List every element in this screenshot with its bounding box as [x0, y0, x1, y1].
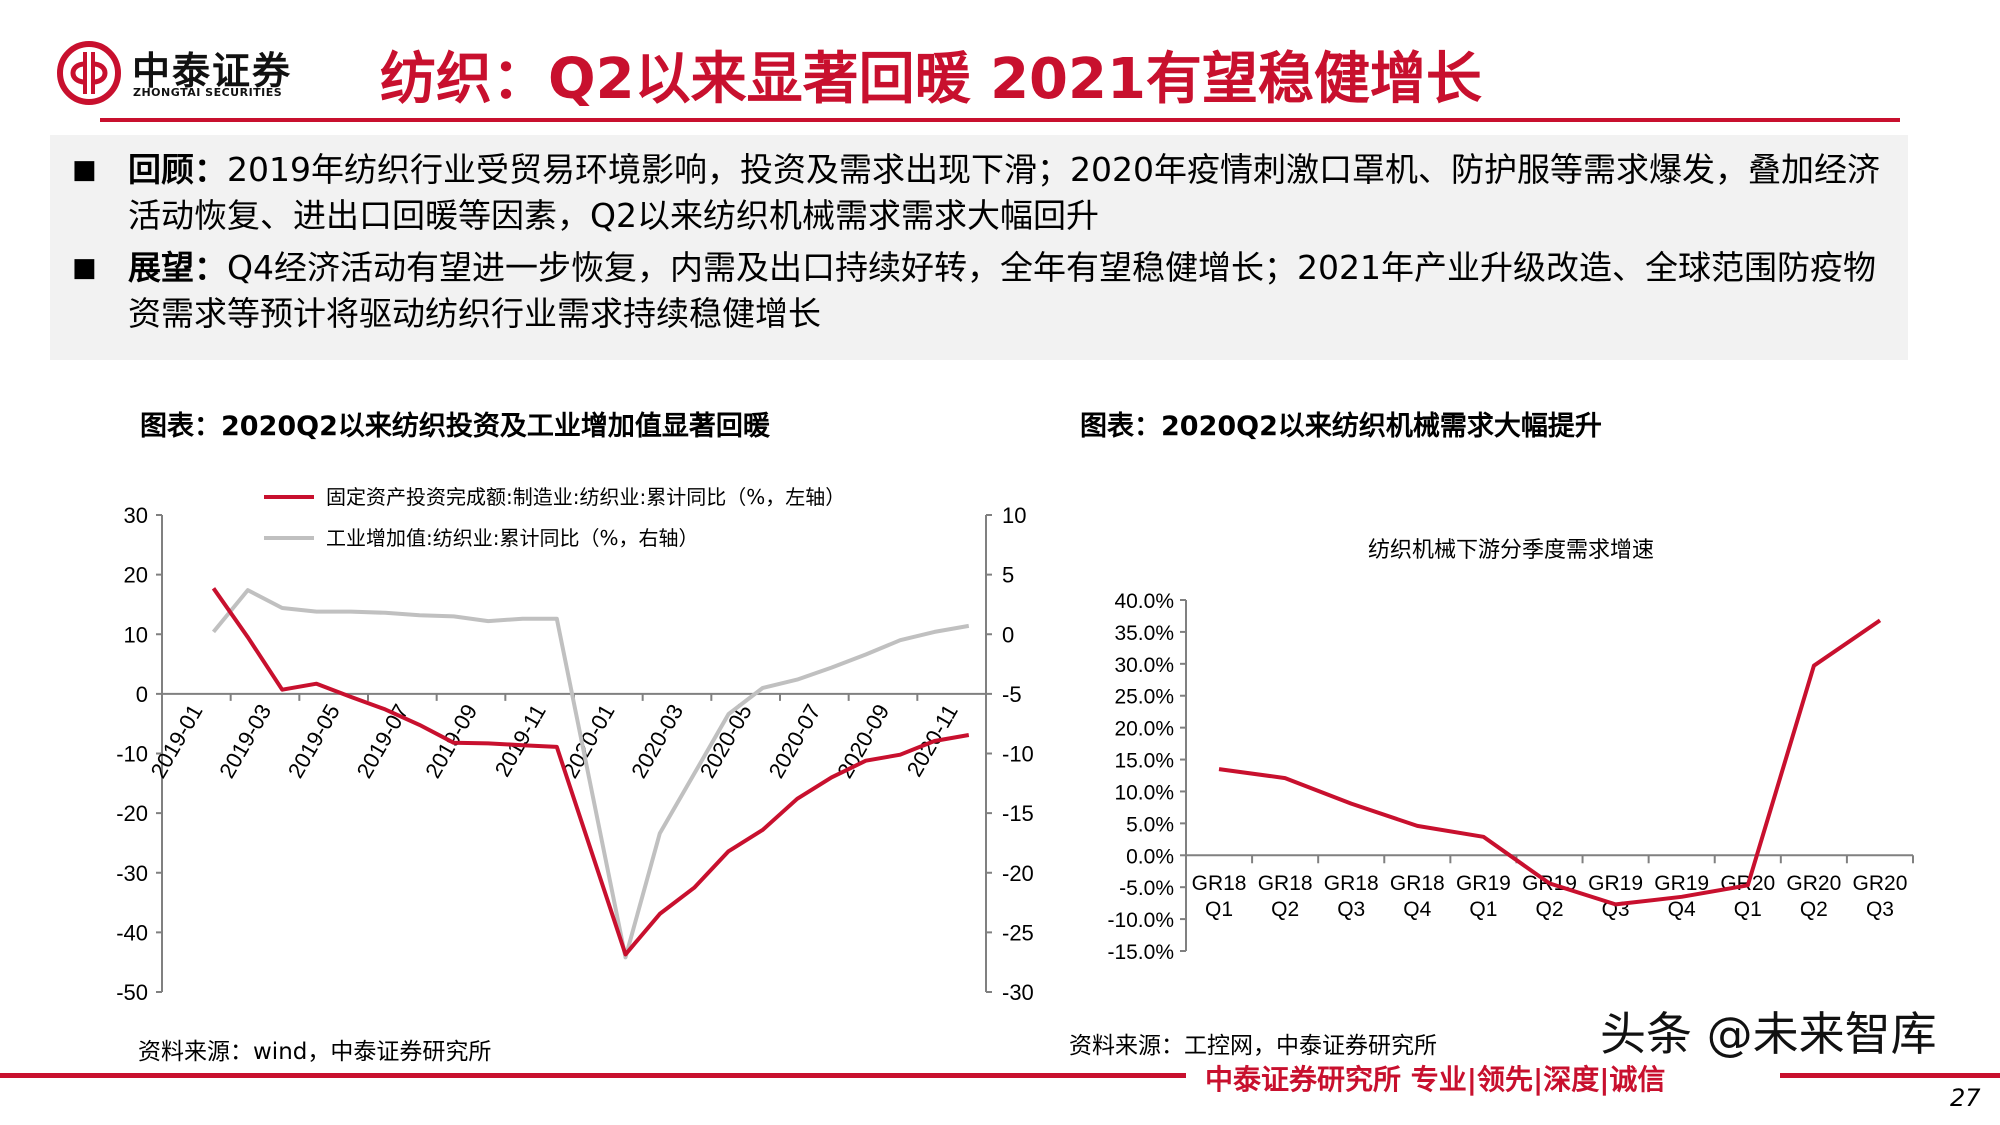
page-title: 纺织：Q2以来显著回暖 2021有望稳健增长: [380, 47, 1482, 112]
left-chart-title: 图表：2020Q2以来纺织投资及工业增加值显著回暖: [140, 411, 770, 442]
x-tick-label: GR20: [1786, 872, 1841, 895]
outlook-text: Q4经济活动有望进一步恢复，内需及出口持续好转，全年有望稳健增长；2021年产业…: [128, 248, 1876, 333]
x-tick-label: 2020-05: [695, 700, 757, 782]
y-tick-label: 15.0%: [1114, 750, 1174, 773]
y-tick-label: 30.0%: [1114, 654, 1174, 677]
summary-box: ■ 回顾：2019年纺织行业受贸易环境影响，投资及需求出现下滑；2020年疫情刺…: [50, 135, 1908, 360]
logo-text-en: ZHONGTAI SECURITIES: [133, 86, 283, 99]
y2-tick-label: 0: [1002, 622, 1014, 647]
x-tick-label: Q1: [1734, 898, 1762, 921]
right-chart-source: 资料来源：工控网，中泰证券研究所: [1069, 1033, 1437, 1059]
summary-review: ■ 回顾：2019年纺织行业受贸易环境影响，投资及需求出现下滑；2020年疫情刺…: [50, 147, 1888, 239]
y2-tick-label: -10: [1002, 742, 1034, 767]
x-tick-label: Q3: [1337, 898, 1365, 921]
y-tick-label: 35.0%: [1114, 622, 1174, 645]
series-line-right: [211, 588, 970, 960]
x-tick-label: 2019-11: [490, 700, 551, 781]
y-tick-label: 10.0%: [1114, 781, 1174, 804]
x-tick-label: Q2: [1800, 898, 1828, 921]
x-tick-label: GR20: [1853, 872, 1908, 895]
footer-slogan: 中泰证券研究所 专业|领先|深度|诚信: [1205, 1063, 1666, 1096]
y2-tick-label: -20: [1002, 861, 1034, 886]
y-tick-label: -10.0%: [1107, 909, 1174, 932]
logo-emblem-icon: [57, 41, 121, 105]
y-tick-label: -50: [116, 980, 148, 1005]
y-tick-label: 30: [124, 503, 148, 528]
legend-label: 工业增加值:纺织业:累计同比（%，右轴）: [326, 526, 698, 550]
y-tick-label: 0: [136, 682, 148, 707]
bullet-icon: ■: [72, 155, 97, 185]
y2-tick-label: -15: [1002, 801, 1034, 826]
page-number: 27: [1950, 1084, 1981, 1112]
review-text: 2019年纺织行业受贸易环境影响，投资及需求出现下滑；2020年疫情刺激口罩机、…: [128, 150, 1880, 235]
y-tick-label: 5.0%: [1126, 813, 1174, 836]
outlook-label: 展望：: [128, 248, 227, 287]
y-tick-label: 25.0%: [1114, 686, 1174, 709]
y2-tick-label: 10: [1002, 503, 1026, 528]
y-tick-label: -40: [116, 920, 148, 945]
right-chart-title: 图表：2020Q2以来纺织机械需求大幅提升: [1080, 411, 1602, 442]
y2-tick-label: 5: [1002, 563, 1014, 588]
review-label: 回顾：: [128, 150, 227, 189]
x-tick-label: GR18: [1192, 872, 1247, 895]
x-tick-label: 2019-07: [352, 700, 414, 782]
x-tick-label: Q2: [1535, 898, 1563, 921]
x-tick-label: 2019-03: [214, 700, 276, 782]
y-tick-label: 20.0%: [1114, 718, 1174, 741]
y-tick-label: -30: [116, 861, 148, 886]
x-tick-label: Q1: [1205, 898, 1233, 921]
series-line-left: [211, 587, 970, 957]
y2-tick-label: -25: [1002, 920, 1034, 945]
company-logo: [55, 38, 315, 108]
x-tick-label: 2019-05: [283, 700, 345, 782]
y2-tick-label: -30: [1002, 980, 1034, 1005]
title-divider: [100, 118, 1900, 122]
x-tick-label: Q1: [1469, 898, 1497, 921]
x-tick-label: GR19: [1588, 872, 1643, 895]
logo-text-cn: 中泰证券: [132, 49, 293, 93]
chart-title: 纺织机械下游分季度需求增速: [1368, 538, 1654, 563]
x-tick-label: 2020-03: [626, 700, 688, 782]
y-tick-label: -5.0%: [1119, 877, 1174, 900]
footer-rule-right: [1780, 1073, 2000, 1078]
y2-tick-label: -5: [1002, 682, 1022, 707]
x-tick-label: 2020-09: [832, 700, 894, 782]
x-tick-label: 2020-07: [764, 700, 826, 782]
x-tick-label: GR18: [1258, 872, 1313, 895]
y-tick-label: 10: [124, 622, 148, 647]
x-tick-label: GR19: [1456, 872, 1511, 895]
x-tick-label: 2019-01: [146, 700, 208, 782]
x-tick-label: Q4: [1668, 898, 1696, 921]
footer-rule-left: [0, 1073, 1186, 1078]
left-chart-source: 资料来源：wind，中泰证券研究所: [138, 1039, 492, 1065]
x-tick-label: GR18: [1324, 872, 1379, 895]
y-tick-label: -20: [116, 801, 148, 826]
x-tick-label: Q3: [1866, 898, 1894, 921]
right-line-chart: 纺织机械下游分季度需求增速 40.0% 35.0% 30.0% 25.0% 20.0% 15…: [1107, 538, 1914, 964]
y-tick-label: -15.0%: [1107, 941, 1174, 964]
y-tick-label: 0.0%: [1126, 845, 1174, 868]
summary-outlook: ■ 展望：Q4经济活动有望进一步恢复，内需及出口持续好转，全年有望稳健增长；20…: [50, 245, 1888, 337]
left-line-chart: 30 20 10 0 -10 -20 -30 -40 -50 10 5 0 -5 -10 -15 -20 -25…: [116, 485, 1034, 1005]
y-tick-label: 40.0%: [1114, 590, 1174, 613]
x-tick-label: GR19: [1654, 872, 1709, 895]
bullet-icon: ■: [72, 253, 97, 283]
x-tick-label: Q4: [1403, 898, 1431, 921]
y-tick-label: 20: [124, 563, 148, 588]
x-tick-label: GR18: [1390, 872, 1445, 895]
y-tick-label: -10: [116, 742, 148, 767]
x-tick-label: Q2: [1271, 898, 1299, 921]
legend-label: 固定资产投资完成额:制造业:纺织业:累计同比（%，左轴）: [326, 485, 845, 509]
watermark: 头条 @未来智库: [1600, 1007, 1937, 1061]
